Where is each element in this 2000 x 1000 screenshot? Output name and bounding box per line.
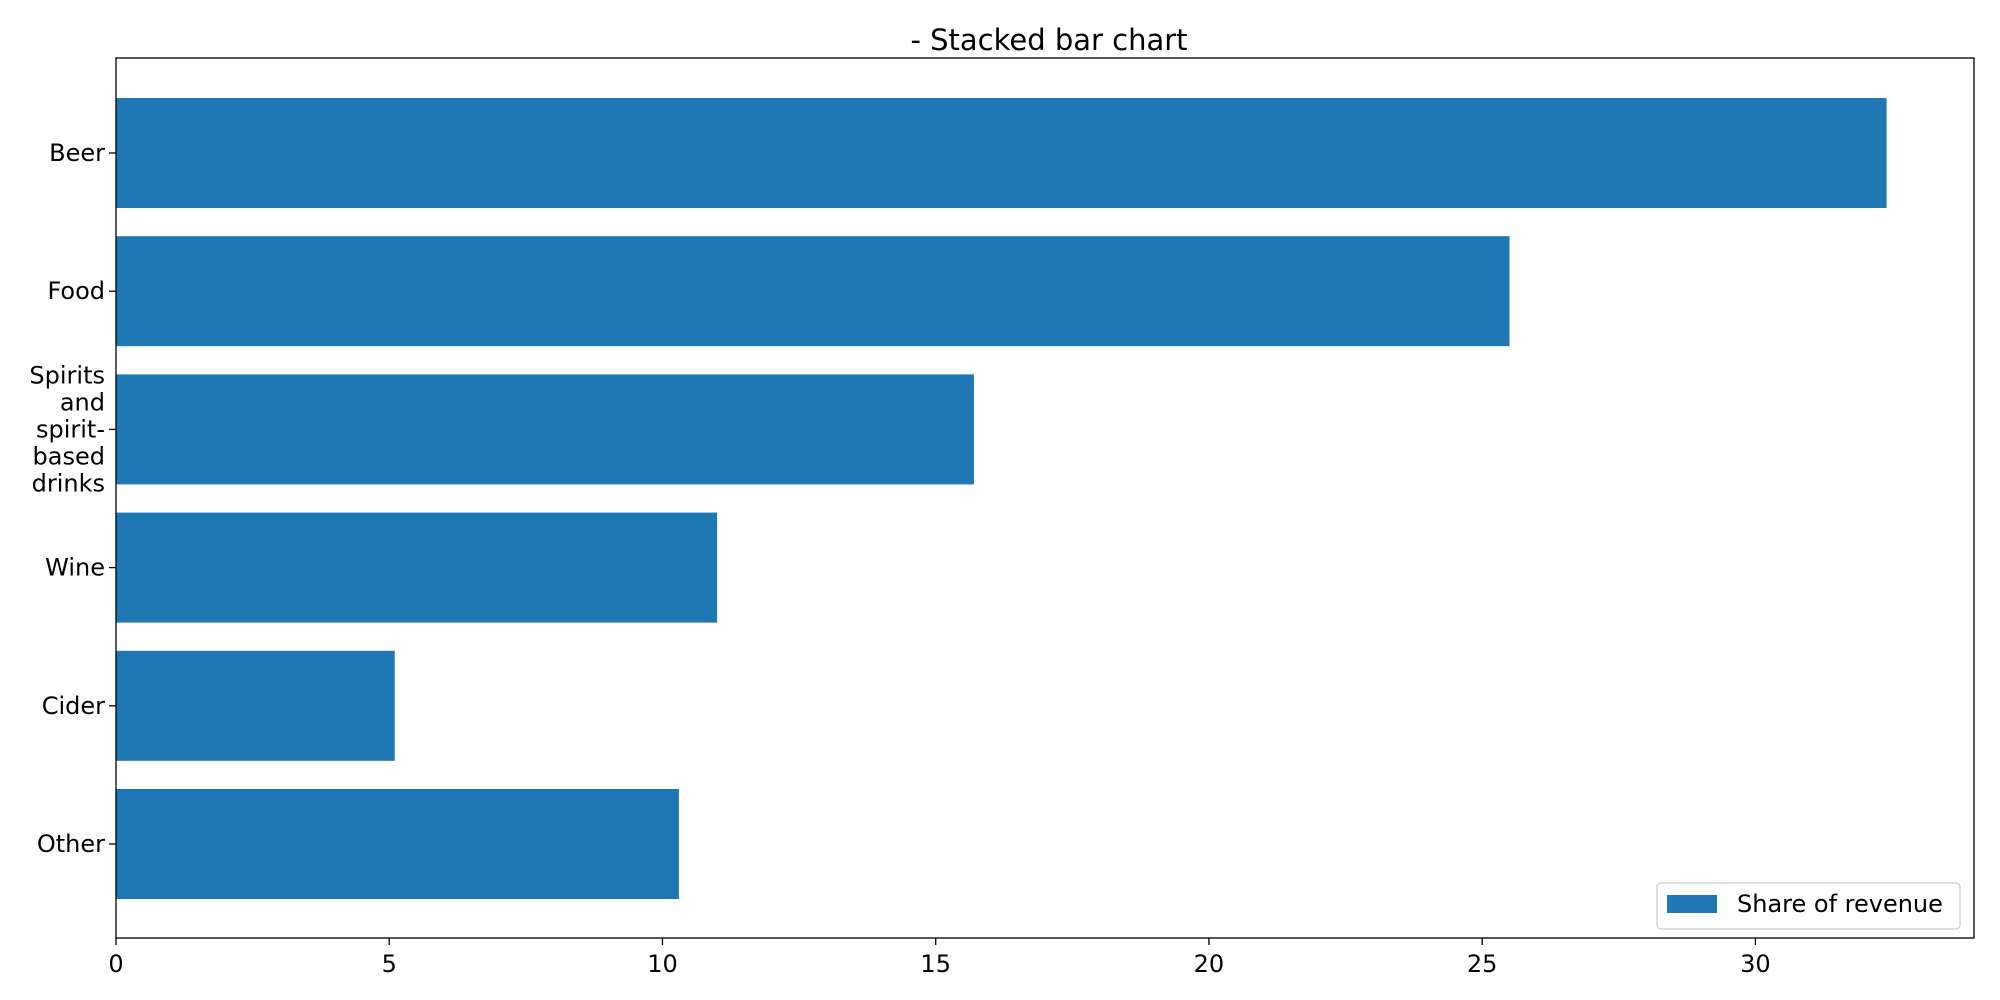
y-tick-label: Food [47,277,105,305]
x-tick-label: 0 [108,950,123,978]
y-tick-label: Wine [45,554,105,582]
x-tick-label: 5 [382,950,397,978]
chart-title: - Stacked bar chart [910,23,1187,57]
bar-beer [116,98,1887,208]
legend: Share of revenue [1656,882,1961,930]
x-tick-label: 15 [920,950,951,978]
y-tick-label: Spirits and spirit-based drinks [29,361,105,497]
legend-swatch [1667,895,1717,913]
bar-wine [116,512,718,623]
legend-frame [1656,882,1961,930]
bar-cider [116,650,395,761]
axes-layer: Beer Food Spirits and spirit-based drinks Wine… [29,139,1770,978]
y-tick-label: Other [37,830,105,858]
bar-food [116,236,1510,347]
bar-other [116,789,679,899]
y-tick-label: Beer [49,139,105,167]
x-tick-label: 20 [1194,950,1225,978]
y-tick-label: Cider [42,692,105,720]
legend-label: Share of revenue [1737,890,1943,918]
x-tick-label: 10 [647,950,678,978]
plot-frame [115,57,1975,939]
x-tick-label: 25 [1467,950,1498,978]
x-tick-label: 30 [1740,950,1771,978]
bar-spirits-and-spirit-based-drinks [116,374,974,485]
bars-layer [116,98,1887,899]
